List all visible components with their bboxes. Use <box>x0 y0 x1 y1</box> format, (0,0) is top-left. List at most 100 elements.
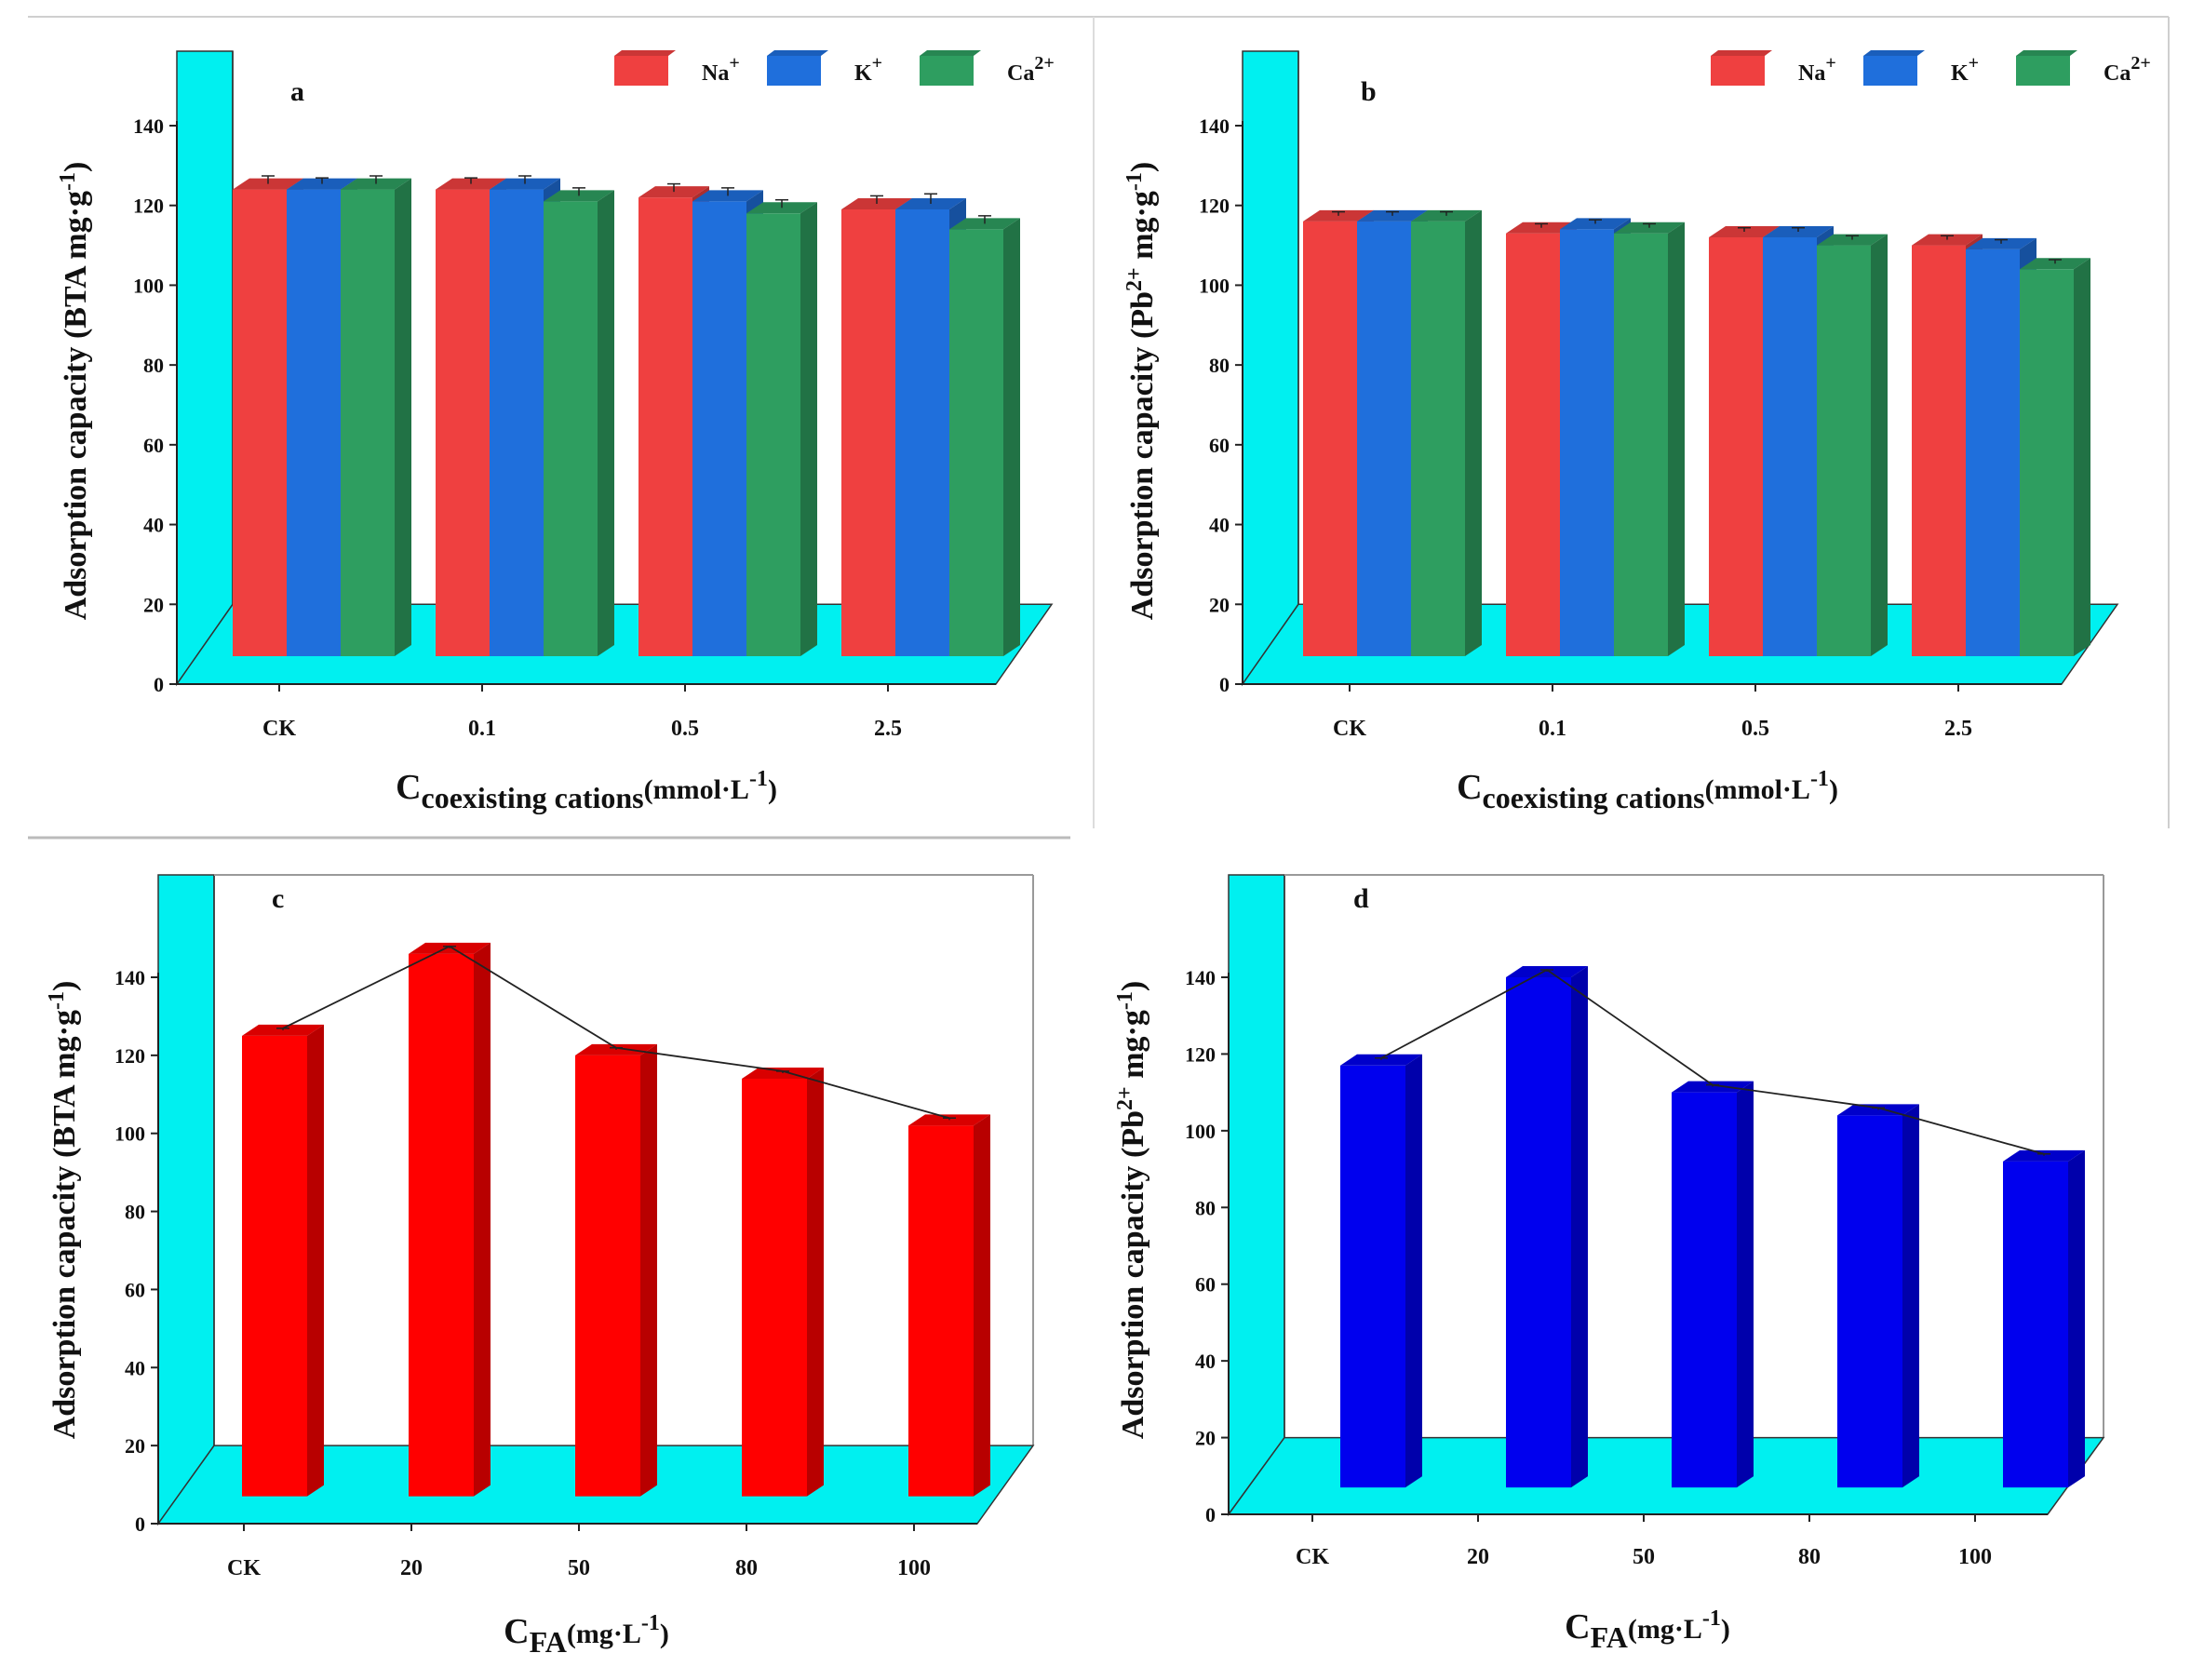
bar-Pb2-20 <box>1506 977 1571 1488</box>
category-label: 100 <box>1958 1545 1992 1569</box>
legend-item-Ca2: Ca2+ <box>920 50 1055 86</box>
y-axis-label-main: Adsorption capacity (Pb <box>1116 1110 1150 1439</box>
legend-swatch <box>1711 56 1765 86</box>
y-axis-label: Adsorption capacity (BTA mg·g-1) <box>56 162 93 621</box>
y-tick-label: 80 <box>1209 354 1230 377</box>
bar-side <box>1902 1104 1919 1488</box>
y-axis-label-mid: mg·g <box>1125 191 1160 267</box>
legend-swatch-top <box>767 50 828 56</box>
y-tick-label: 100 <box>1185 1120 1216 1143</box>
bar-Na-0.5 <box>638 197 692 656</box>
y-axis-label-close: ) <box>1125 162 1160 172</box>
category-label: 100 <box>897 1556 931 1580</box>
bar-Ca2-CK <box>1411 221 1465 656</box>
legend-label-main: Na <box>1798 61 1825 86</box>
x-axis-label-unit: (mg·L <box>567 1619 641 1649</box>
x-axis-label-sub: FA <box>1591 1620 1628 1654</box>
legend-label-sup: 2+ <box>2131 53 2150 74</box>
y-tick-label: 20 <box>143 593 164 616</box>
y-axis-label-sup: -1 <box>45 991 69 1010</box>
category-label: 0.1 <box>1539 717 1566 741</box>
category-label: 0.5 <box>1741 717 1769 741</box>
bar-K-0.1 <box>490 189 544 657</box>
bar-K-0.5 <box>1763 237 1817 656</box>
bar-Ca2-CK <box>341 189 395 657</box>
legend-label-main: Ca <box>1007 61 1034 86</box>
legend-item-Na: Na+ <box>614 50 740 86</box>
bar-BTA-100 <box>908 1125 974 1497</box>
y-tick-label: 60 <box>1195 1273 1216 1297</box>
y-axis-label: Adsorption capacity (Pb2+ mg·g-1) <box>1113 981 1150 1439</box>
y-tick-label: 40 <box>1195 1350 1216 1373</box>
x-axis-label: Ccoexisting cations(mmol·L-1) <box>1457 767 1838 814</box>
y-axis-label-close: ) <box>1116 981 1150 991</box>
y-axis-label-main: Adsorption capacity (BTA mg·g <box>47 1010 82 1439</box>
left-wall <box>157 874 215 1526</box>
bar-Pb2-CK <box>1340 1065 1405 1488</box>
legend-swatch <box>920 56 974 86</box>
bar-Ca2-0.1 <box>1614 233 1668 656</box>
legend-label-main: Na <box>702 61 729 86</box>
legend-item-Na: Na+ <box>1711 50 1836 86</box>
x-axis-label-unit: (mmol·L <box>644 774 749 805</box>
x-axis-label-sub: FA <box>530 1625 567 1659</box>
bar-side <box>974 1114 990 1497</box>
y-axis-label-main: Adsorption capacity (Pb <box>1125 291 1160 620</box>
y-axis-label: Adsorption capacity (Pb2+ mg·g-1) <box>1122 162 1160 620</box>
legend-label-sup: 2+ <box>1034 53 1054 74</box>
legend-swatch <box>614 56 668 86</box>
y-tick-label: 140 <box>1199 114 1230 138</box>
bar-Na-0.1 <box>1506 233 1560 656</box>
y-tick-label: 80 <box>125 1201 145 1224</box>
x-axis-label-main: C <box>1565 1607 1590 1646</box>
legend-item-Ca2: Ca2+ <box>2016 50 2151 86</box>
y-axis-label-main: Adsorption capacity (BTA mg·g <box>59 191 93 620</box>
y-tick-label: 0 <box>1219 673 1230 696</box>
bar-side <box>1668 222 1685 656</box>
y-axis-label-sup1: 2+ <box>1113 1086 1137 1110</box>
x-axis-label-close: ) <box>660 1619 669 1649</box>
bar-side <box>2068 1149 2085 1488</box>
bar-side <box>598 190 614 656</box>
bar-Na-0.5 <box>1709 237 1763 656</box>
legend-label: Na+ <box>702 53 740 86</box>
category-label: 0.5 <box>671 717 699 741</box>
y-tick-label: 20 <box>125 1434 145 1458</box>
x-axis-label-close: ) <box>1829 774 1838 805</box>
y-axis-label-sup: -1 <box>1113 991 1137 1010</box>
bar-BTA-50 <box>575 1055 640 1497</box>
y-tick-label: 40 <box>143 514 164 537</box>
y-tick-label: 0 <box>1205 1503 1216 1526</box>
legend-swatch-top <box>2016 50 2077 56</box>
legend-swatch <box>2016 56 2070 86</box>
trend-line <box>282 945 950 1120</box>
y-tick-label: 100 <box>114 1122 145 1146</box>
bar-Pb2-50 <box>1672 1092 1737 1488</box>
y-axis-label-sup: -1 <box>1122 172 1147 191</box>
x-axis-label-sup: -1 <box>641 1611 660 1635</box>
x-axis-label: Ccoexisting cations(mmol·L-1) <box>396 767 777 814</box>
x-axis-label-sub: coexisting cations <box>1483 781 1705 814</box>
bar-side <box>474 942 491 1497</box>
legend-label: K+ <box>854 53 882 86</box>
y-tick-label: 0 <box>154 673 164 696</box>
x-axis-label-close: ) <box>768 774 777 805</box>
category-label: CK <box>227 1556 261 1580</box>
bar-side <box>2074 258 2090 656</box>
x-axis-label-main: C <box>504 1612 529 1651</box>
y-tick-label: 40 <box>125 1356 145 1379</box>
bar-K-2.5 <box>895 209 949 656</box>
bar-side <box>1871 234 1888 657</box>
category-label: CK <box>1333 717 1366 741</box>
bar-Pb2-80 <box>1837 1115 1902 1488</box>
y-tick-label: 140 <box>133 114 164 138</box>
bar-Pb2-100 <box>2003 1161 2068 1488</box>
legend-label: Ca2+ <box>2104 53 2151 86</box>
bar-Ca2-2.5 <box>2020 269 2074 656</box>
category-label: CK <box>1296 1545 1329 1569</box>
legend-item-K: K+ <box>1863 50 1979 86</box>
legend-label-sup: + <box>729 53 739 74</box>
